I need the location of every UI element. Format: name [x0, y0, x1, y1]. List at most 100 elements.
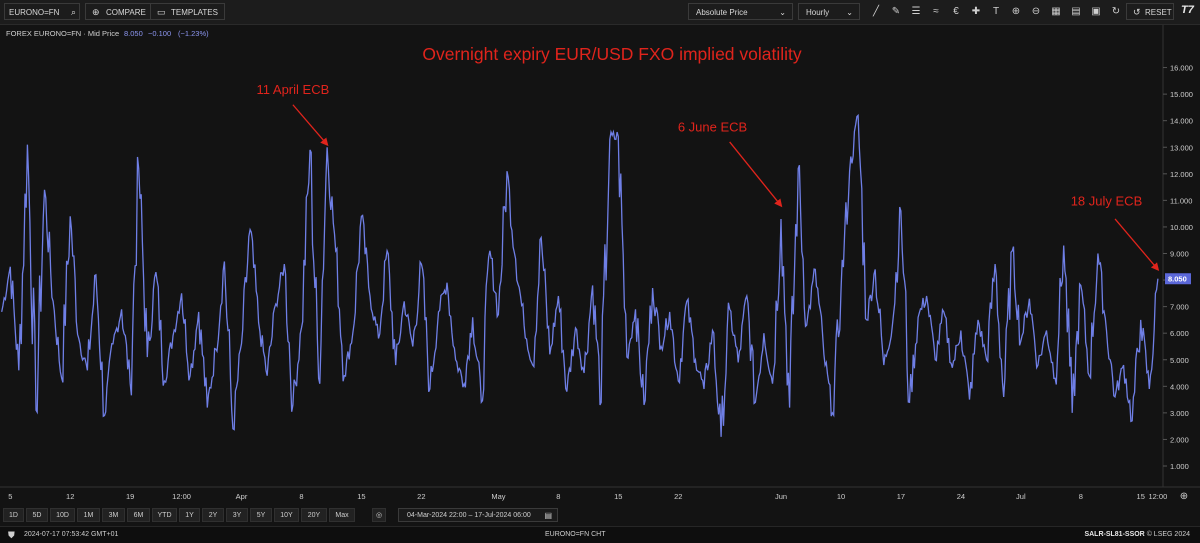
date-range-separator: –	[468, 512, 473, 519]
range-button-3y[interactable]: 3Y	[226, 508, 248, 522]
range-button-1y[interactable]: 1Y	[179, 508, 200, 522]
range-button-1d[interactable]: 1D	[3, 508, 24, 522]
y-tick-label: 13.000	[1170, 143, 1193, 152]
crosshair-icon[interactable]: ✚	[971, 6, 981, 17]
calendar-icon[interactable]: ▤	[544, 511, 552, 520]
x-tick-label: 24	[957, 492, 965, 501]
chart-toolbar: EURONO=FN ⌕ ⊕ COMPARE ▭ TEMPLATES Absolu…	[0, 0, 1200, 25]
x-axis: 5 12 19 12:00 Apr 8 15 22 May 8 15 22 Jun 10 17 24 Jul 8 1…	[8, 492, 1167, 501]
range-button-10y[interactable]: 10Y	[274, 508, 299, 522]
price-type-value: Absolute Price	[696, 8, 748, 17]
annotation-arrow	[1114, 218, 1160, 271]
x-tick-label: 22	[674, 492, 682, 501]
x-tick-label: 8	[299, 492, 303, 501]
search-icon[interactable]: ⌕	[70, 7, 76, 17]
price-chart[interactable]: 16.000 15.000 14.000 13.000 12.000 11.000 10.0…	[0, 25, 1200, 506]
last-value-tag: 8.050	[1165, 273, 1191, 285]
range-button-ytd[interactable]: YTD	[152, 508, 177, 522]
date-range-end: 17-Jul-2024 06:00	[474, 512, 531, 519]
compare-icon: ⊕	[92, 7, 100, 17]
reset-button[interactable]: ↺ RESET	[1126, 3, 1174, 20]
x-tick-label: 12:00	[172, 492, 191, 501]
ric-search-input[interactable]: EURONO=FN	[9, 8, 60, 17]
last-value-label: 8.050	[1168, 275, 1187, 284]
annotations: 11 April ECB 6 June ECB 18 July ECB	[257, 82, 1160, 271]
x-tick-label: 10	[837, 492, 845, 501]
date-range-start: 04-Mar-2024 22:00	[407, 512, 467, 519]
range-button-5d[interactable]: 5D	[26, 508, 48, 522]
add-series-icon[interactable]: ⊕	[1180, 491, 1188, 502]
annotation-label: 11 April ECB	[257, 82, 330, 97]
drawing-tools: ╱ ✎ ☰ ≈ € ✚ T ⊕ ⊖ ▦ ▤ ▣ ↻ ⋮ ⚙	[866, 4, 1166, 20]
chart-title: Overnight expiry EUR/USD FXO implied vol…	[422, 44, 802, 64]
annotation-label: 18 July ECB	[1071, 194, 1143, 209]
annotation-arrow	[292, 104, 329, 147]
zoom-in-icon[interactable]: ⊕	[1011, 6, 1021, 17]
x-tick-label: Jul	[1016, 492, 1026, 501]
price-type-select[interactable]: Absolute Price ⌄	[688, 3, 793, 20]
refresh-icon[interactable]: ↻	[1111, 6, 1121, 17]
range-bar: 1D 5D 10D 1M 3M 6M YTD 1Y 2Y 3Y 5Y 10Y 20Y Max ◎ 04-M…	[0, 506, 1200, 524]
x-tick-label: Jun	[775, 492, 787, 501]
range-button-1m[interactable]: 1M	[77, 508, 100, 522]
grid-icon[interactable]: ▦	[1051, 6, 1061, 17]
x-tick-label: 19	[126, 492, 134, 501]
range-button-max[interactable]: Max	[329, 508, 355, 522]
reset-label: RESET	[1145, 8, 1172, 17]
templates-label: TEMPLATES	[171, 8, 218, 17]
copyright: © LSEG 2024	[1146, 531, 1190, 538]
legend-last: 8.050	[124, 29, 143, 38]
tradingview-logo: T7	[1181, 4, 1194, 16]
range-button-5y[interactable]: 5Y	[250, 508, 272, 522]
plot-background	[0, 25, 1163, 487]
x-tick-label: 12	[66, 492, 74, 501]
euro-icon[interactable]: €	[953, 6, 959, 17]
list-icon[interactable]: ☰	[911, 6, 921, 17]
x-tick-label: 15	[614, 492, 622, 501]
y-tick-label: 2.000	[1170, 435, 1189, 444]
reset-icon: ↺	[1133, 7, 1141, 17]
range-button-2y[interactable]: 2Y	[202, 508, 224, 522]
session-id: SALR-SL81-SSOR	[1084, 531, 1145, 538]
x-tick-label: 22	[417, 492, 425, 501]
range-settings-icon[interactable]: ◎	[372, 508, 386, 522]
x-tick-label: 12:00	[1148, 492, 1167, 501]
range-button-6m[interactable]: 6M	[127, 508, 150, 522]
calendar-icon[interactable]: ▤	[1071, 6, 1081, 17]
y-tick-label: 1.000	[1170, 462, 1189, 471]
x-tick-label: 15	[357, 492, 365, 501]
range-button-10d[interactable]: 10D	[50, 508, 75, 522]
templates-button[interactable]: ▭ TEMPLATES	[150, 3, 225, 20]
x-tick-label: Apr	[236, 492, 248, 501]
ric-search-box[interactable]: EURONO=FN ⌕	[4, 3, 80, 20]
interval-select[interactable]: Hourly ⌄	[798, 3, 860, 20]
x-tick-label: 17	[897, 492, 905, 501]
annotation-label: 6 June ECB	[678, 119, 747, 134]
range-button-3m[interactable]: 3M	[102, 508, 125, 522]
pattern-icon[interactable]: ≈	[933, 6, 939, 17]
y-tick-label: 15.000	[1170, 90, 1193, 99]
y-tick-label: 9.000	[1170, 250, 1189, 259]
pen-icon[interactable]: ✎	[891, 6, 901, 17]
annotation-arrow	[729, 141, 783, 208]
text-icon[interactable]: T	[992, 6, 1000, 17]
compare-button[interactable]: ⊕ COMPARE	[85, 3, 153, 20]
x-tick-label: 8	[1079, 492, 1083, 501]
zoom-out-icon[interactable]: ⊖	[1031, 6, 1041, 17]
interval-value: Hourly	[806, 8, 830, 17]
y-axis: 16.000 15.000 14.000 13.000 12.000 11.000 10.0…	[1163, 64, 1193, 471]
compare-label: COMPARE	[106, 8, 146, 17]
x-tick-label: 5	[8, 492, 12, 501]
range-button-20y[interactable]: 20Y	[301, 508, 327, 522]
folder-icon: ▭	[157, 7, 166, 17]
y-tick-label: 5.000	[1170, 356, 1189, 365]
trend-line-icon[interactable]: ╱	[872, 6, 880, 17]
date-range-picker[interactable]: 04-Mar-2024 22:00 – 17-Jul-2024 06:00 ▤	[398, 508, 558, 522]
x-tick-label: 8	[556, 492, 560, 501]
status-bar: ⛊ 2024-07-17 07:53:42 GMT+01 EURONO=FN C…	[0, 526, 1200, 543]
layout-icon[interactable]: ▣	[1091, 6, 1101, 17]
y-tick-label: 16.000	[1170, 64, 1193, 73]
y-tick-label: 14.000	[1170, 117, 1193, 126]
chevron-down-icon: ⌄	[846, 8, 853, 17]
status-center: EURONO=FN CHT	[545, 531, 606, 538]
